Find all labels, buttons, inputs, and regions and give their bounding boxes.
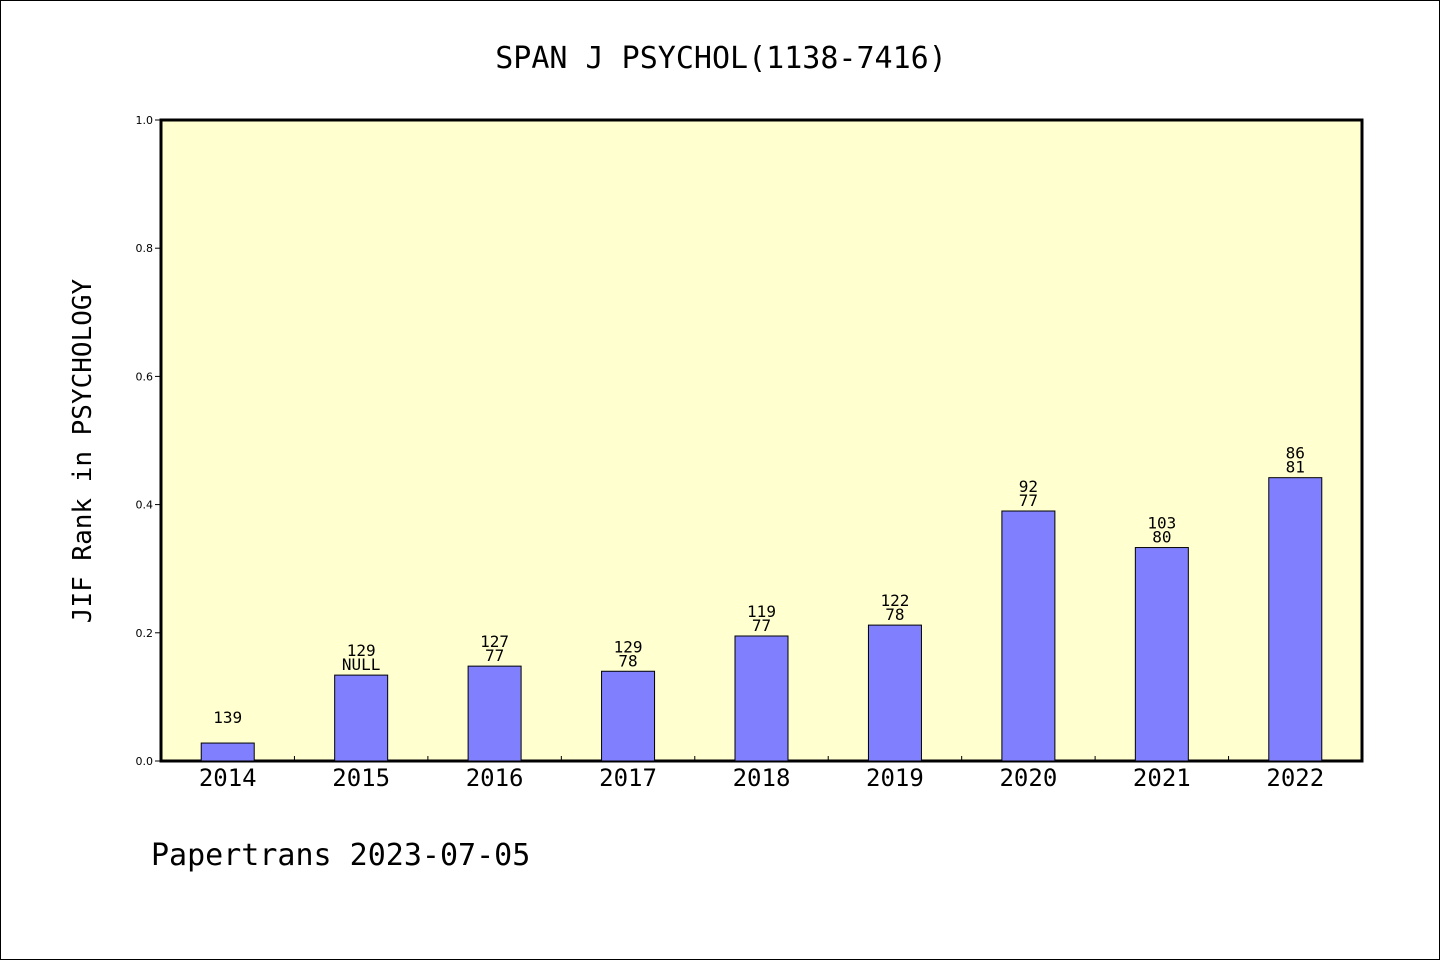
bar-label-bottom-2019: 78 bbox=[885, 605, 904, 624]
bar-label-bottom-2018: 77 bbox=[752, 616, 771, 635]
bar-2017 bbox=[601, 670, 656, 762]
bar-2021 bbox=[1134, 547, 1189, 762]
bar-label-top-2017: 129 bbox=[614, 637, 643, 656]
bar-2022 bbox=[1268, 477, 1323, 762]
x-tick-label-2017: 2017 bbox=[599, 764, 657, 792]
x-tick-label-2022: 2022 bbox=[1266, 764, 1324, 792]
bar-label-bottom-2015: NULL bbox=[342, 655, 381, 674]
y-tick-label: 1.0 bbox=[136, 114, 154, 127]
bar-label-bottom-2022: 81 bbox=[1286, 458, 1305, 477]
bar-label-top-2021: 103 bbox=[1147, 514, 1176, 533]
x-tick-label-2015: 2015 bbox=[332, 764, 390, 792]
bar-label-top-2020: 92 bbox=[1019, 477, 1038, 496]
x-tick-label-2021: 2021 bbox=[1133, 764, 1191, 792]
bar-label-bottom-2016: 77 bbox=[485, 646, 504, 665]
y-tick-label: 0.8 bbox=[136, 242, 154, 255]
bar-label-bottom-2017: 78 bbox=[618, 651, 637, 670]
y-axis-label: JIF Rank in PSYCHOLOGY bbox=[68, 278, 98, 623]
x-tick-label-2014: 2014 bbox=[199, 764, 257, 792]
x-axis-ticks: 2014 2015 2016 2017 2018 2019 2020 2021 2022 bbox=[199, 756, 1324, 792]
x-tick-label-2016: 2016 bbox=[466, 764, 524, 792]
bar-label-top-2019: 122 bbox=[880, 591, 909, 610]
bar-2014 bbox=[200, 742, 255, 762]
x-tick-label-2018: 2018 bbox=[733, 764, 791, 792]
y-tick-label: 0.6 bbox=[136, 370, 154, 383]
bar-label-top-2014: 139 bbox=[213, 708, 242, 727]
x-tick-label-2020: 2020 bbox=[999, 764, 1057, 792]
bar-label-bottom-2020: 77 bbox=[1019, 491, 1038, 510]
y-axis-ticks: 0.0 0.2 0.4 0.6 0.8 1.0 bbox=[136, 114, 161, 768]
bar-label-top-2016: 127 bbox=[480, 632, 509, 651]
chart-title: SPAN J PSYCHOL(1138-7416) bbox=[495, 41, 947, 76]
y-tick-label: 0.2 bbox=[136, 627, 154, 640]
bar-2020 bbox=[1001, 510, 1056, 762]
bar-label-top-2015: 129 bbox=[347, 641, 376, 660]
bar-label-top-2018: 119 bbox=[747, 602, 776, 621]
bar-2015 bbox=[334, 674, 389, 762]
bar-2016 bbox=[467, 665, 522, 762]
y-tick-label: 0.4 bbox=[136, 499, 154, 512]
footer-text: Papertrans 2023-07-05 bbox=[151, 838, 530, 873]
bar-2018 bbox=[734, 635, 789, 762]
y-tick-label: 0.0 bbox=[136, 755, 154, 768]
bar-label-top-2022: 86 bbox=[1286, 444, 1305, 463]
bar-2019 bbox=[867, 624, 922, 762]
bar-label-bottom-2021: 80 bbox=[1152, 528, 1171, 547]
x-tick-label-2019: 2019 bbox=[866, 764, 924, 792]
